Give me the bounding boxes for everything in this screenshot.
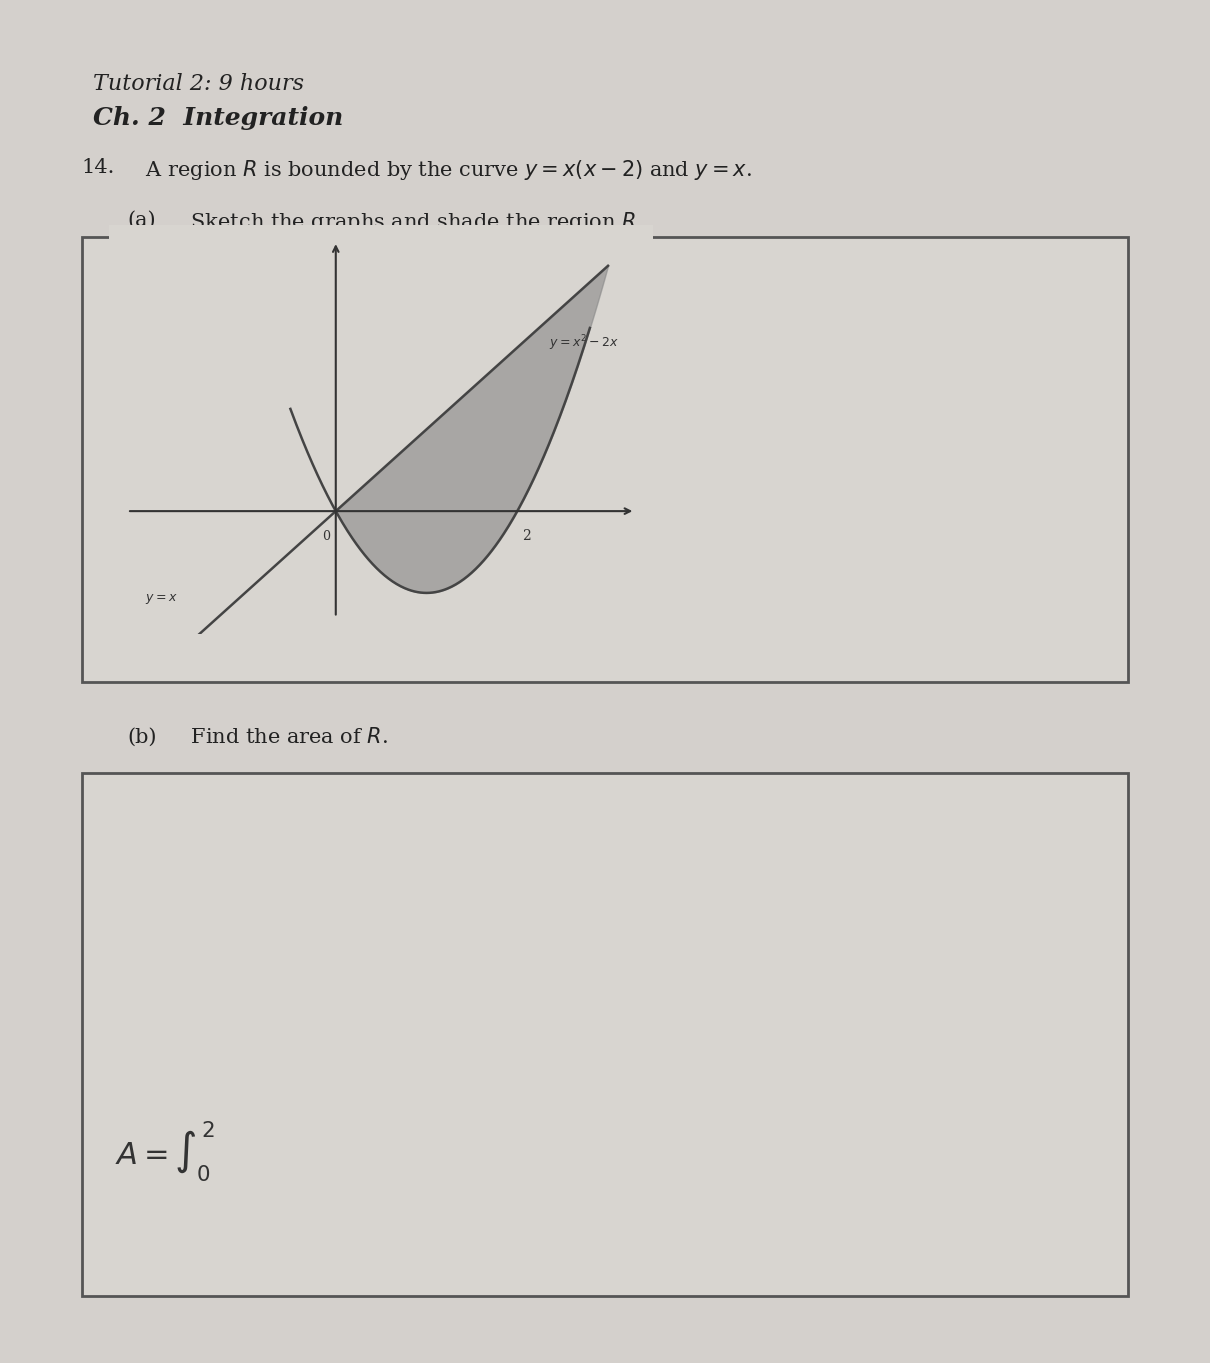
Text: 2: 2 (522, 529, 530, 542)
Text: $A = \int_0^2$: $A = \int_0^2$ (115, 1119, 215, 1184)
Text: Sketch the graphs and shade the region $R$.: Sketch the graphs and shade the region $… (184, 210, 643, 234)
Text: Find the area of $R$.: Find the area of $R$. (184, 728, 388, 747)
Text: (b): (b) (127, 728, 157, 747)
Bar (82, 773, 1128, 1296)
Text: Tutorial 2: 9 hours: Tutorial 2: 9 hours (93, 74, 304, 95)
Text: 0: 0 (322, 530, 330, 542)
Bar (82, 237, 1128, 682)
Text: A region $R$ is bounded by the curve $y = x(x-2)$ and $y = x$.: A region $R$ is bounded by the curve $y … (139, 158, 751, 183)
Text: 14.: 14. (82, 158, 115, 177)
Text: $y = x$: $y = x$ (145, 592, 178, 607)
Text: $y = x^2 - 2x$: $y = x^2 - 2x$ (549, 334, 618, 353)
Text: (a): (a) (127, 210, 156, 229)
Text: Ch. 2  Integration: Ch. 2 Integration (93, 106, 344, 129)
